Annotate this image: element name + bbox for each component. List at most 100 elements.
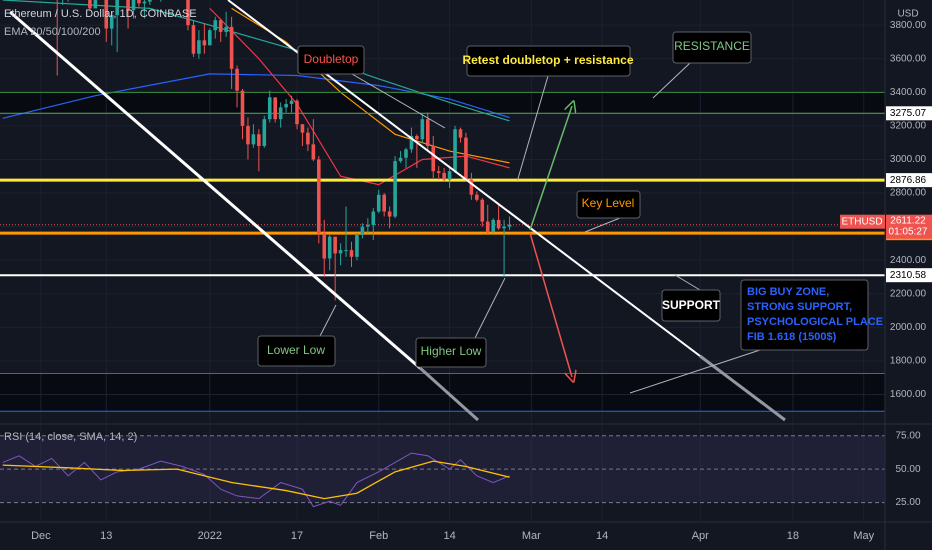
callouts: Doubletop Retest doubletop + resistance … [257,31,883,394]
candle-body [431,146,436,172]
candle-body [415,135,419,140]
callout-box [415,337,487,368]
candle-body [251,134,256,145]
candle-body [284,104,288,108]
callout-box [740,279,869,351]
candle-body [197,40,201,54]
plot [0,0,885,412]
candle-body [507,224,512,227]
line [2,460,510,500]
trendline [699,354,786,422]
trendline [9,10,421,370]
line [2,0,510,122]
candle-body [480,199,485,222]
candle-body [262,119,267,147]
x-tick-label: 13 [100,530,112,542]
zone [0,373,885,412]
price-tag [886,173,932,188]
rsi-panel: RSI (14, close, SMA, 14, 2) [0,431,885,508]
price-tag-label: 2310.58 [890,270,927,281]
callout-text: Higher Low [421,344,482,358]
candle-body [382,194,386,212]
axes: 3800.00 3600.00 3400.00 3200.00 3000.00 2800.… [31,20,932,542]
arrow-up [529,106,572,231]
candle-body [109,15,114,29]
y-tick-label: 2200.00 [890,288,927,299]
callout-box [661,289,721,322]
candle-body [458,129,463,138]
candle-body [257,134,261,147]
candle-body [316,159,321,234]
last-symbol: ETHUSD [841,216,882,227]
x-tick-label: Dec [31,530,51,542]
x-tick-label: 14 [596,530,608,542]
candle-body [88,0,92,9]
x-tick-label: May [853,530,874,542]
y-tick-label: 3600.00 [890,53,927,64]
x-tick-label: Feb [369,530,388,542]
candle-body [338,250,343,254]
last-price-tag [886,214,932,239]
candle-body [273,97,278,120]
callout-text: Lower Low [267,343,325,357]
candle-body [371,211,376,225]
candle-body [333,236,337,254]
pointer [516,75,549,183]
candle-body [208,30,212,46]
candle-body [376,194,381,212]
y-tick-label: 2400.00 [890,255,927,266]
candle-body [142,1,147,4]
candle-body [436,171,441,173]
y-tick-label: 2000.00 [890,322,927,333]
candle-body [393,161,397,217]
candle-body [278,107,283,120]
buy-zone-text: BIG BUY ZONE, STRONG SUPPORT, PSYCHOLOGICA… [747,286,883,343]
x-tick-label: 14 [443,530,455,542]
pointer [351,73,446,129]
pointer [474,277,506,339]
candle-body [442,172,446,180]
candle-body [289,100,294,105]
candle-body [186,0,190,26]
candle-body [235,68,239,91]
candle-body [131,0,136,11]
candle-body [469,179,474,195]
callout-text: PSYCHOLOGICAL PLACE [747,316,883,328]
candle-body [366,224,370,227]
candle-body [344,250,348,252]
y-tick-label: 3200.00 [890,121,927,132]
callout-box [257,335,336,367]
pointer [652,62,691,99]
y-tick-label: 3400.00 [890,87,927,98]
callout-text: FIB 1.618 (1500$) [747,331,837,343]
candle-body [218,20,223,32]
candle-body [475,194,479,200]
last-symbol-tag [840,214,885,229]
last-price: 2611.22 [890,215,926,226]
candle-body [464,137,468,180]
x-tick-label: 2022 [198,530,222,542]
candle-body [327,236,332,259]
x-tick-label: Mar [522,530,541,542]
candle-body [306,132,310,145]
line [2,452,510,508]
y-tick-label: 3000.00 [890,154,927,165]
currency: USD [897,9,918,20]
line [2,73,510,119]
callout-text: RESISTANCE [674,39,750,53]
candle-body [425,119,430,147]
candle-body [246,125,250,145]
candle-body [148,0,152,2]
candle-body [491,219,495,232]
zones [0,92,885,412]
candle-body [267,97,272,120]
candle-body [404,149,408,158]
candle-body [115,0,119,16]
y-tick-label: 1800.00 [890,356,927,367]
x-tick-label: 18 [787,530,799,542]
candle-body [126,0,130,11]
rsi-tick-label: 75.00 [895,430,920,441]
pointer [584,217,621,233]
candle-body [447,171,452,180]
rsi-tick-label: 50.00 [895,464,920,475]
